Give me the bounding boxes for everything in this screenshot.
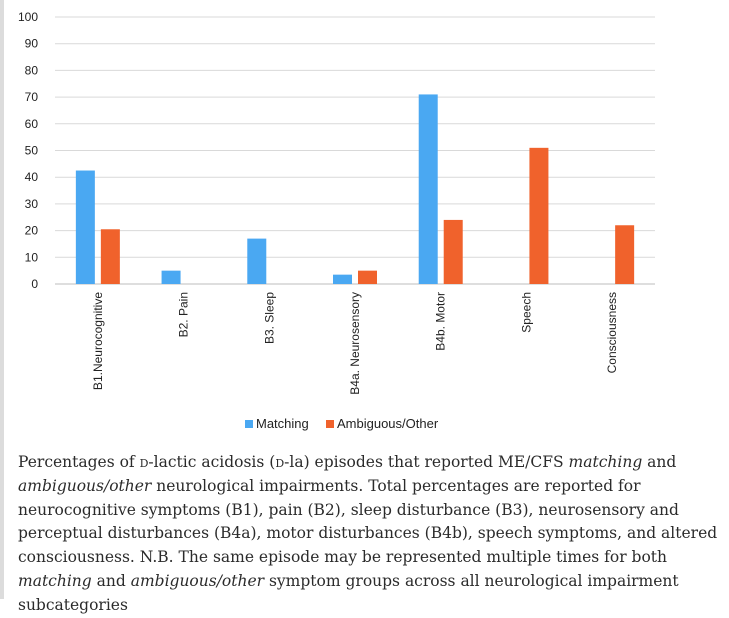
legend: Matching Ambiguous/Other	[245, 416, 439, 431]
y-tick-label: 70	[25, 90, 39, 104]
legend-label-matching: Matching	[256, 416, 309, 431]
bar-ambiguous-other	[358, 270, 377, 284]
legend-swatch-ambiguous-other	[326, 420, 334, 428]
y-axis-ticks: 0 10 20 30 40 50 60 70 80 90 100	[18, 10, 38, 291]
caption-italic: matching	[568, 453, 643, 471]
legend-label-ambiguous-other: Ambiguous/Other	[337, 416, 439, 431]
y-tick-label: 50	[25, 144, 39, 158]
caption-text: -lactic acidosis (	[148, 453, 276, 471]
x-axis-categories: B1.Neurocognitive B2. Pain B3. Sleep B4a. N…	[91, 292, 619, 395]
caption-italic: ambiguous/other	[130, 571, 265, 590]
y-tick-label: 0	[31, 277, 38, 291]
caption-smallcaps-d: d	[139, 453, 149, 471]
left-border	[0, 0, 4, 599]
x-category-label: B4a. Neurosensory	[348, 292, 362, 395]
x-category-label: Consciousness	[605, 292, 619, 373]
y-tick-label: 60	[25, 117, 39, 131]
y-tick-label: 90	[25, 37, 39, 51]
gridlines	[55, 16, 655, 285]
bar-matching	[333, 274, 352, 284]
bar-ambiguous-other	[615, 225, 635, 284]
bar-ambiguous-other	[443, 219, 463, 284]
caption-text: Percentages of	[18, 453, 140, 471]
bar-chart: 0 10 20 30 40 50 60 70 80 90 100 B1.Neurocognitive…	[18, 10, 655, 431]
caption-italic: ambiguous/other	[18, 476, 152, 495]
legend-swatch-matching	[245, 420, 253, 428]
bar-matching	[161, 270, 181, 284]
bar-ambiguous-other	[529, 147, 549, 284]
x-category-label: B1.Neurocognitive	[91, 292, 105, 390]
caption-text: -la) episodes that reported ME/CFS	[284, 453, 569, 471]
bars	[75, 94, 635, 285]
y-tick-label: 10	[25, 250, 39, 264]
bar-matching	[75, 170, 95, 284]
y-tick-label: 80	[25, 63, 39, 77]
caption-text: neurological impairments. Total percenta…	[18, 476, 718, 567]
y-tick-label: 30	[25, 197, 39, 211]
bar-ambiguous-other	[100, 229, 120, 284]
x-category-label: B2. Pain	[177, 292, 191, 337]
bar-matching	[247, 238, 267, 284]
y-tick-label: 40	[25, 170, 39, 184]
x-category-label: B3. Sleep	[262, 292, 276, 344]
bar-matching	[418, 94, 438, 285]
figure: 0 10 20 30 40 50 60 70 80 90 100 B1.Neurocognitive…	[0, 0, 718, 614]
y-tick-label: 100	[18, 10, 38, 24]
x-category-label: B4b. Motor	[434, 292, 448, 351]
caption-italic: matching	[18, 571, 92, 590]
caption-smallcaps-d: d	[275, 453, 285, 471]
x-category-label: Speech	[519, 292, 533, 333]
figure-caption: Percentages of d-lactic acidosis (d-la) …	[18, 451, 718, 618]
caption-text: and	[91, 571, 131, 590]
y-tick-label: 20	[25, 224, 39, 238]
caption-text: and	[642, 453, 677, 471]
